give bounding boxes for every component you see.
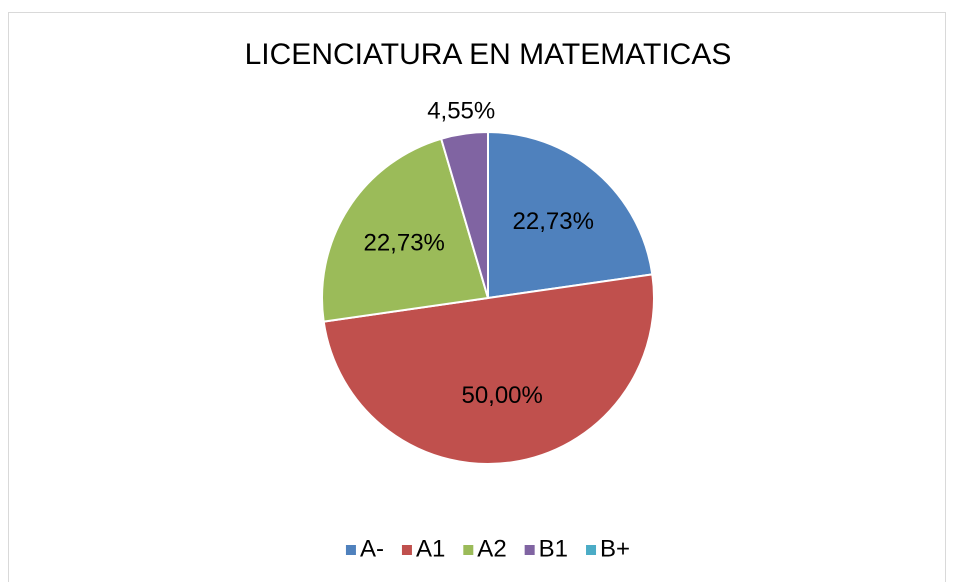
legend-swatch (586, 545, 597, 555)
legend-label: B1 (539, 535, 568, 562)
pie-slice (321, 137, 490, 323)
data-label: 22,73% (363, 230, 444, 257)
data-label: 50,00% (461, 382, 542, 409)
pie-slice (322, 273, 655, 466)
legend-label: A1 (416, 535, 445, 562)
legend: A- A1 A2 B1 B+ (345, 535, 630, 562)
legend-swatch (401, 545, 412, 555)
legend-label: A2 (477, 535, 506, 562)
legend-swatch (524, 545, 535, 555)
pie-slice (487, 130, 654, 300)
chart-title: LICENCIATURA EN MATEMATICAS (245, 38, 732, 71)
legend-label: B+ (600, 535, 630, 562)
legend-label: A- (360, 535, 384, 562)
data-label: 22,73% (513, 208, 594, 235)
legend-swatch (345, 545, 356, 555)
legend-swatch (463, 545, 474, 555)
data-label: 4,55% (427, 97, 495, 124)
